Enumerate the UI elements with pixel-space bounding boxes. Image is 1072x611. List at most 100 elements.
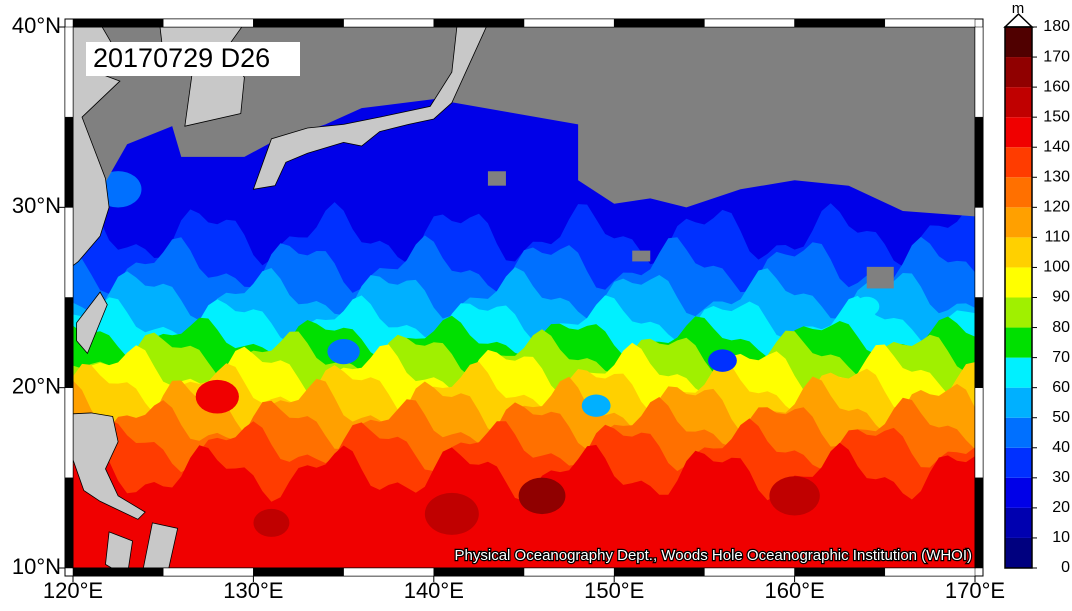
frame-segment (253, 18, 344, 28)
colorbar-bin (1005, 177, 1032, 208)
colorbar-bin (1005, 267, 1032, 298)
colorbar-bin (1005, 117, 1032, 148)
frame-segment (704, 18, 795, 28)
colorbar-bin (1005, 357, 1032, 388)
frame-segment (433, 567, 525, 577)
frame-segment (64, 207, 74, 298)
eddy (424, 492, 479, 535)
colorbar-tick-label: 150 (1043, 108, 1070, 125)
colorbar-tick-label: 60 (1052, 379, 1070, 396)
colorbar-tick-label: 180 (1043, 18, 1070, 35)
frame-segment (523, 567, 615, 577)
x-tick-label: 160°E (765, 578, 825, 603)
colorbar-bin (1005, 237, 1032, 268)
frame-segment (64, 387, 74, 479)
colorbar-bin (1005, 87, 1032, 118)
x-tick-label: 150°E (584, 578, 644, 603)
colorbar-tick-label: 50 (1052, 409, 1070, 426)
mask-patch (632, 250, 651, 262)
frame (64, 18, 984, 577)
frame-segment (343, 18, 435, 28)
colorbar-bin (1005, 147, 1032, 178)
colorbar-tick-label: 10 (1052, 529, 1070, 546)
frame-segment (64, 477, 74, 569)
frame-segment (433, 18, 525, 28)
colorbar-bin (1005, 327, 1032, 358)
colorbar-tick-label: 80 (1052, 319, 1070, 336)
frame-segment (523, 18, 615, 28)
colorbar-bin (1005, 477, 1032, 508)
frame-segment (613, 567, 705, 577)
land (105, 531, 133, 568)
land (73, 27, 121, 267)
colorbar-tick-label: 90 (1052, 289, 1070, 306)
colorbar-tick-label: 20 (1052, 499, 1070, 516)
eddy (581, 394, 611, 417)
frame-segment (162, 567, 254, 577)
frame-segment (704, 567, 795, 577)
eddy (327, 339, 360, 365)
colorbar-tick-label: 140 (1043, 138, 1070, 155)
frame-segment (884, 567, 976, 577)
y-tick-label: 30°N (12, 193, 61, 218)
frame-segment (64, 26, 74, 118)
date-label: 20170729 D26 (93, 43, 270, 73)
frame-segment (974, 116, 984, 208)
frame-segment (974, 477, 984, 569)
colorbar-unit: m (1012, 0, 1025, 17)
land (76, 291, 108, 355)
y-tick-label: 20°N (12, 373, 61, 398)
colorbar-arrow (1003, 12, 1034, 28)
colorbar-bin (1005, 447, 1032, 478)
frame-segment (72, 567, 164, 577)
frame-segment (64, 116, 74, 208)
colorbar-bin (1005, 297, 1032, 328)
credit: Physical Oceanography Dept., Woods Hole … (455, 547, 972, 564)
colorbar-bin (1005, 387, 1032, 418)
mask-patch (487, 171, 506, 186)
colorbar-bin (1005, 537, 1032, 568)
eddy (769, 476, 820, 516)
frame-segment (794, 567, 886, 577)
colorbar-tick-label: 130 (1043, 168, 1070, 185)
y-tick-label: 40°N (12, 13, 61, 38)
colorbar-tick-label: 100 (1043, 259, 1070, 276)
frame-segment (64, 297, 74, 388)
colorbar-tick-label: 120 (1043, 199, 1070, 216)
colorbar-bin (1005, 507, 1032, 538)
x-tick-label: 120°E (43, 578, 103, 603)
frame-segment (162, 18, 254, 28)
eddy (195, 379, 239, 414)
frame-segment (72, 18, 164, 28)
colorbar-tick-label: 170 (1043, 48, 1070, 65)
frame-segment (974, 297, 984, 388)
mask (73, 27, 975, 226)
x-tick-label: 130°E (223, 578, 283, 603)
colorbar-bin (1005, 27, 1032, 58)
colorbar-tick-label: 30 (1052, 469, 1070, 486)
eddy (854, 296, 880, 317)
frame-segment (884, 18, 976, 28)
colorbar-tick-label: 40 (1052, 439, 1070, 456)
frame-segment (613, 18, 705, 28)
x-tick-label: 170°E (945, 578, 1005, 603)
colorbar-tick-label: 160 (1043, 78, 1070, 95)
y-tick-label: 10°N (12, 554, 61, 579)
sst-field (73, 27, 975, 568)
frame-segment (974, 387, 984, 479)
colorbar-tick-label: 0 (1061, 559, 1070, 576)
date-box (86, 42, 300, 76)
frame-segment (253, 567, 344, 577)
land (252, 27, 487, 190)
x-tick-label: 140°E (404, 578, 464, 603)
colorbar-bin (1005, 57, 1032, 88)
frame-segment (974, 207, 984, 298)
colorbar-tick-label: 110 (1044, 229, 1070, 246)
frame-segment (794, 18, 886, 28)
colorbar-bin (1005, 417, 1032, 448)
eddy (708, 349, 737, 372)
land (73, 412, 146, 520)
colorbar-bin (1005, 207, 1032, 238)
colorbar-tick-label: 70 (1052, 349, 1070, 366)
